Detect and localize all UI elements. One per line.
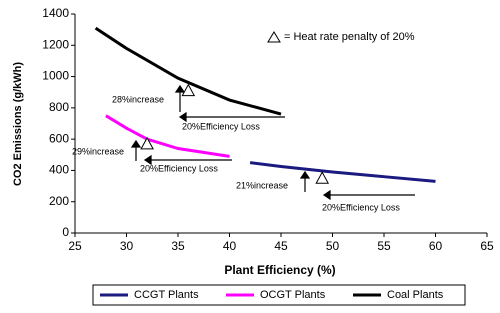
legend-label: OCGT Plants bbox=[260, 289, 326, 301]
x-tick-label: 60 bbox=[429, 239, 443, 253]
y-tick-label: 1400 bbox=[42, 6, 69, 20]
marker-triangle bbox=[181, 83, 196, 97]
x-tick-label: 50 bbox=[326, 239, 340, 253]
x-axis-label: Plant Efficiency (%) bbox=[224, 263, 335, 277]
annotation: 21%increase bbox=[236, 180, 288, 190]
x-tick-label: 40 bbox=[223, 239, 237, 253]
annotation: = Heat rate penalty of 20% bbox=[284, 31, 415, 43]
x-tick-label: 25 bbox=[68, 239, 82, 253]
annotation: 20%Efficiency Loss bbox=[322, 202, 400, 212]
arrows bbox=[130, 84, 415, 201]
y-tick-label: 200 bbox=[49, 194, 69, 208]
y-tick-label: 600 bbox=[49, 131, 69, 145]
x-tick-label: 55 bbox=[377, 239, 391, 253]
x-tick-label: 35 bbox=[171, 239, 185, 253]
annotation: 28%increase bbox=[112, 94, 164, 104]
marker-triangle bbox=[315, 171, 330, 184]
x-tick-label: 45 bbox=[274, 239, 288, 253]
annotation: 29%increase bbox=[72, 146, 124, 156]
y-tick-label: 0 bbox=[62, 225, 69, 239]
y-tick-label: 800 bbox=[49, 100, 69, 114]
annotation: 20%Efficiency Loss bbox=[140, 163, 218, 173]
x-tick-label: 65 bbox=[480, 239, 494, 253]
x-tick-label: 30 bbox=[120, 239, 134, 253]
annotation: 20%Efficiency Loss bbox=[182, 121, 260, 131]
y-tick-label: 1200 bbox=[42, 37, 69, 51]
y-tick-label: 400 bbox=[49, 163, 69, 177]
legend-triangle bbox=[267, 31, 281, 43]
series-line bbox=[249, 161, 436, 183]
y-tick-label: 1000 bbox=[42, 69, 69, 83]
marker-triangle bbox=[140, 136, 154, 150]
series-line bbox=[94, 26, 282, 116]
legend-label: Coal Plants bbox=[387, 289, 444, 301]
legend-box bbox=[92, 284, 466, 306]
y-axis-label: CO2 Emissions (g/kWh) bbox=[12, 62, 24, 186]
legend-label: CCGT Plants bbox=[134, 289, 199, 301]
